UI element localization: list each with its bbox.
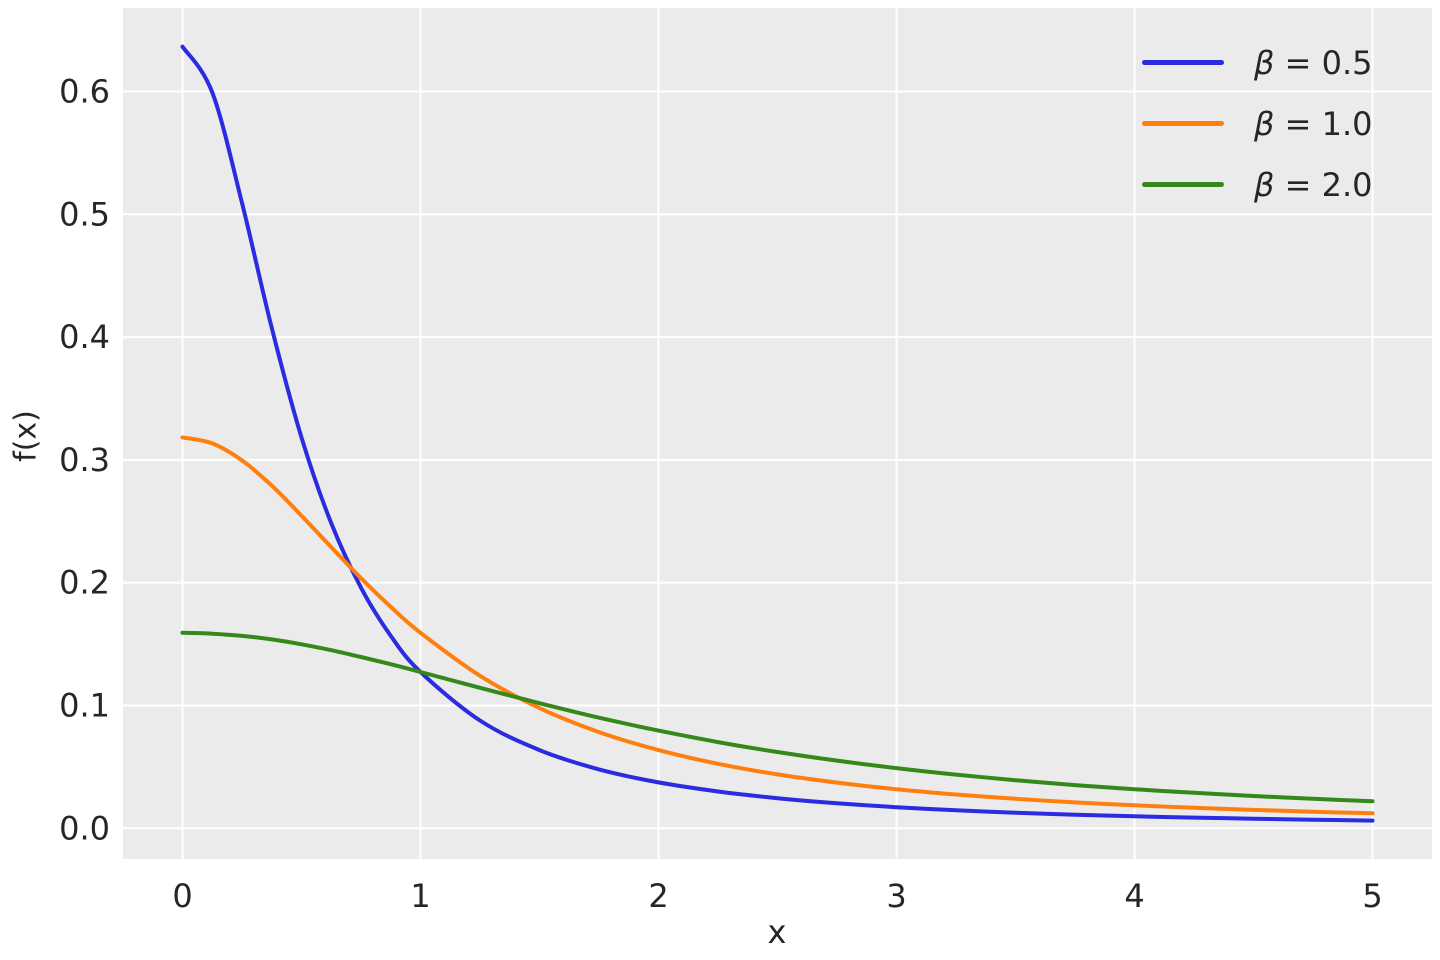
series-line-2 xyxy=(180,630,1375,804)
series-line-1 xyxy=(180,435,1375,816)
legend-label-symbol: β xyxy=(1254,43,1275,82)
legend-label: β = 2.0 xyxy=(1254,166,1372,204)
legend: β = 0.5 β = 1.0 β = 2.0 xyxy=(1142,40,1372,223)
y-tick-label: 0.6 xyxy=(59,73,110,111)
legend-line-swatch xyxy=(1142,121,1224,126)
x-tick-label: 4 xyxy=(1124,877,1144,915)
series-line-0 xyxy=(180,44,1375,823)
x-tick-label: 2 xyxy=(648,877,668,915)
y-tick-label: 0.5 xyxy=(59,195,110,233)
x-axis-label: x xyxy=(767,913,787,951)
legend-label-text: = 2.0 xyxy=(1274,165,1373,204)
y-tick-label: 0.2 xyxy=(59,564,110,602)
plot-area xyxy=(123,8,1432,859)
legend-item-2: β = 2.0 xyxy=(1142,162,1372,207)
legend-label-text: = 0.5 xyxy=(1274,43,1373,82)
legend-label-symbol: β xyxy=(1254,165,1275,204)
legend-item-0: β = 0.5 xyxy=(1142,40,1372,85)
y-tick-label: 0.0 xyxy=(59,809,110,847)
legend-label: β = 0.5 xyxy=(1254,44,1372,82)
x-tick-label: 3 xyxy=(886,877,906,915)
x-tick-label: 5 xyxy=(1362,877,1382,915)
legend-label: β = 1.0 xyxy=(1254,105,1372,143)
x-tick-label: 1 xyxy=(410,877,430,915)
y-tick-label: 0.1 xyxy=(59,687,110,725)
legend-label-text: = 1.0 xyxy=(1274,104,1373,143)
legend-line-swatch xyxy=(1142,182,1224,187)
legend-item-1: β = 1.0 xyxy=(1142,101,1372,146)
legend-line-swatch xyxy=(1142,60,1224,65)
y-tick-label: 0.3 xyxy=(59,441,110,479)
y-tick-label: 0.4 xyxy=(59,318,110,356)
y-axis-label: f(x) xyxy=(8,410,44,462)
legend-label-symbol: β xyxy=(1254,104,1275,143)
x-tick-label: 0 xyxy=(172,877,192,915)
